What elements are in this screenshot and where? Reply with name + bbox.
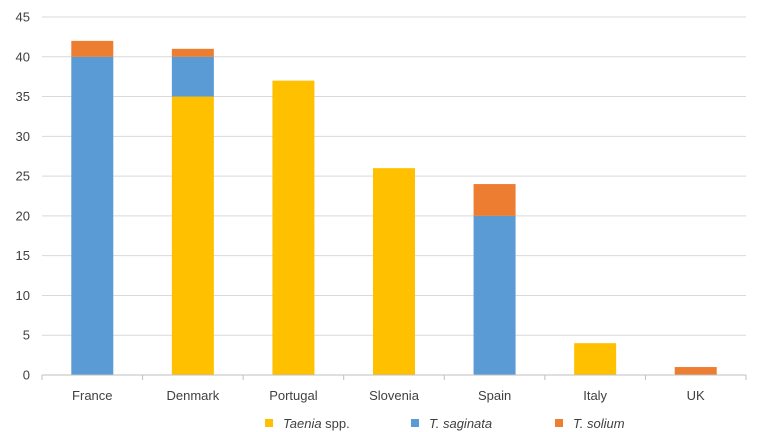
y-tick-label: 30 bbox=[16, 129, 30, 144]
y-tick-label: 10 bbox=[16, 288, 30, 303]
bar-slovenia-series-0 bbox=[373, 168, 415, 375]
x-tick-label: Portugal bbox=[269, 388, 318, 403]
legend-swatch bbox=[265, 419, 273, 427]
bar-denmark-series-2 bbox=[171, 48, 214, 57]
legend-label-part: T. solium bbox=[573, 416, 625, 431]
legend-label-part: T. saginata bbox=[429, 416, 492, 431]
y-tick-label: 15 bbox=[16, 248, 30, 263]
y-axis-ticks: 0 5 10 15 20 25 30 35 40 45 bbox=[16, 10, 30, 383]
legend-label: T. saginata bbox=[429, 416, 492, 431]
x-tick-label: Slovenia bbox=[369, 388, 420, 403]
y-tick-label: 40 bbox=[16, 49, 30, 64]
legend-label: Taenia spp. bbox=[283, 416, 350, 431]
legend-label-part: Taenia bbox=[283, 416, 322, 431]
legend-label-part: spp. bbox=[322, 416, 350, 431]
bar-italy-series-0 bbox=[574, 343, 617, 375]
axes bbox=[41, 374, 747, 380]
x-tick-label: UK bbox=[687, 388, 705, 403]
y-tick-label: 5 bbox=[23, 328, 30, 343]
bar-denmark-series-1 bbox=[171, 56, 214, 97]
legend: Taenia spp. T. saginata T. solium bbox=[265, 416, 625, 431]
y-tick-label: 45 bbox=[16, 10, 30, 25]
bar-france-series-2 bbox=[71, 40, 114, 57]
bar-denmark-series-0 bbox=[171, 96, 214, 376]
y-tick-label: 25 bbox=[16, 169, 30, 184]
bar-uk-series-2 bbox=[674, 367, 717, 375]
legend-swatch bbox=[555, 419, 563, 427]
legend-swatch bbox=[411, 419, 419, 427]
y-tick-label: 35 bbox=[16, 89, 30, 104]
x-axis-ticks: France Denmark Portugal Slovenia Spain Italy U… bbox=[72, 388, 705, 403]
y-tick-label: 20 bbox=[16, 208, 30, 223]
bar-france-series-1 bbox=[71, 56, 114, 376]
legend-label: T. solium bbox=[573, 416, 625, 431]
bar-spain-series-1 bbox=[473, 215, 516, 375]
bars bbox=[71, 40, 717, 376]
x-tick-label: Denmark bbox=[166, 388, 219, 403]
y-tick-label: 0 bbox=[23, 368, 30, 383]
bar-spain-series-2 bbox=[473, 184, 516, 216]
x-tick-label: Spain bbox=[478, 388, 511, 403]
bar-portugal-series-0 bbox=[272, 80, 315, 376]
x-tick-label: Italy bbox=[583, 388, 607, 403]
x-tick-label: France bbox=[72, 388, 112, 403]
